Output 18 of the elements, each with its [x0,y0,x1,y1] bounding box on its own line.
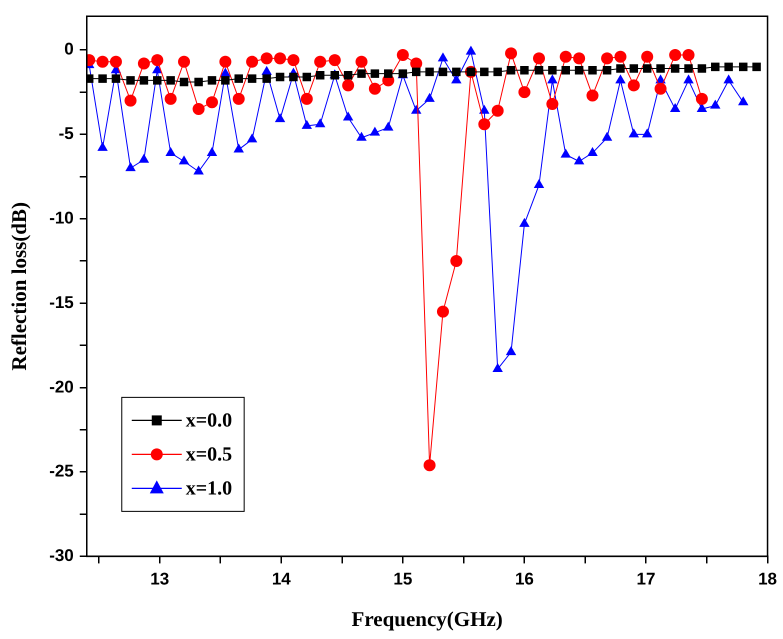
legend-label: x=0.5 [186,444,232,466]
x-tick-label: 18 [758,569,778,588]
y-tick-label: -20 [49,377,74,396]
x-tick-label: 16 [514,569,534,588]
y-tick-label: -10 [49,208,74,228]
y-tick-label: -15 [49,292,74,312]
x-axis-title: Frequency(GHz) [352,606,503,631]
x-tick-label: 13 [150,569,170,588]
legend-label: x=1.0 [186,478,232,500]
y-tick-label: 0 [64,40,74,59]
y-tick-label: -25 [49,462,74,481]
y-tick-label: -5 [58,124,74,144]
y-tick-label: -30 [49,546,74,566]
legend-label: x=0.0 [186,410,232,432]
x-tick-label: 14 [272,569,292,588]
x-tick-label: 15 [393,569,412,588]
x-tick-label: 17 [636,569,656,588]
y-axis-title: Reflection loss(dB) [7,202,32,371]
